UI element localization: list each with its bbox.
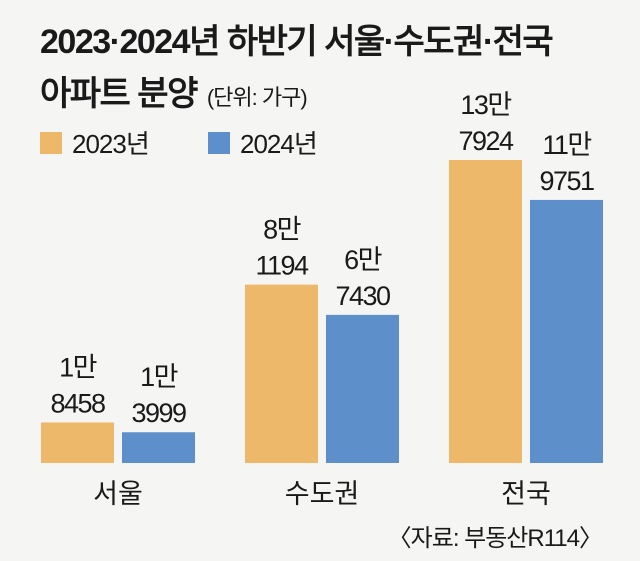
bar-전국-2023년 — [449, 160, 522, 463]
legend-swatch-2023 — [40, 131, 62, 154]
data-label-top: 8만 — [263, 215, 301, 245]
legend-item-2023: 2023년 — [40, 124, 150, 161]
data-label-top: 11만 — [542, 130, 591, 160]
data-label-bottom: 7924 — [458, 126, 514, 156]
legend-label-2024: 2024년 — [240, 129, 318, 159]
data-label-bottom: 3999 — [131, 398, 186, 428]
chart-title: 2023·2024년 하반기 서울·수도권·전국 — [40, 23, 554, 61]
bar-서울-2024년 — [122, 432, 195, 463]
data-label-bottom: 1194 — [255, 251, 309, 281]
bar-수도권-2023년 — [245, 284, 318, 463]
data-label-top: 6만 — [344, 245, 382, 275]
data-label-bottom: 7430 — [335, 281, 390, 311]
legend-swatch-2024 — [208, 131, 230, 154]
unit-label: (단위: 가구) — [206, 85, 308, 110]
data-label-bottom: 8458 — [50, 388, 105, 418]
bar-서울-2023년 — [41, 422, 114, 463]
legend-item-2024: 2024년 — [208, 124, 318, 161]
data-label-top: 1만 — [59, 352, 97, 382]
data-label-bottom: 9751 — [539, 166, 594, 196]
source-note: 〈자료: 부동산R114〉 — [387, 525, 603, 552]
x-tick-label: 수도권 — [285, 479, 360, 509]
data-label-top: 13만 — [460, 90, 511, 120]
x-tick-label: 전국 — [501, 479, 551, 509]
legend-label-2023: 2023년 — [72, 129, 150, 159]
data-label-top: 1만 — [140, 362, 178, 392]
bar-전국-2024년 — [530, 199, 603, 463]
bar-수도권-2024년 — [326, 314, 399, 463]
title-line2: 아파트 분양 — [40, 75, 198, 113]
chart-subtitle: 아파트 분양 (단위: 가구) — [40, 66, 308, 115]
x-tick-label: 서울 — [93, 479, 143, 509]
